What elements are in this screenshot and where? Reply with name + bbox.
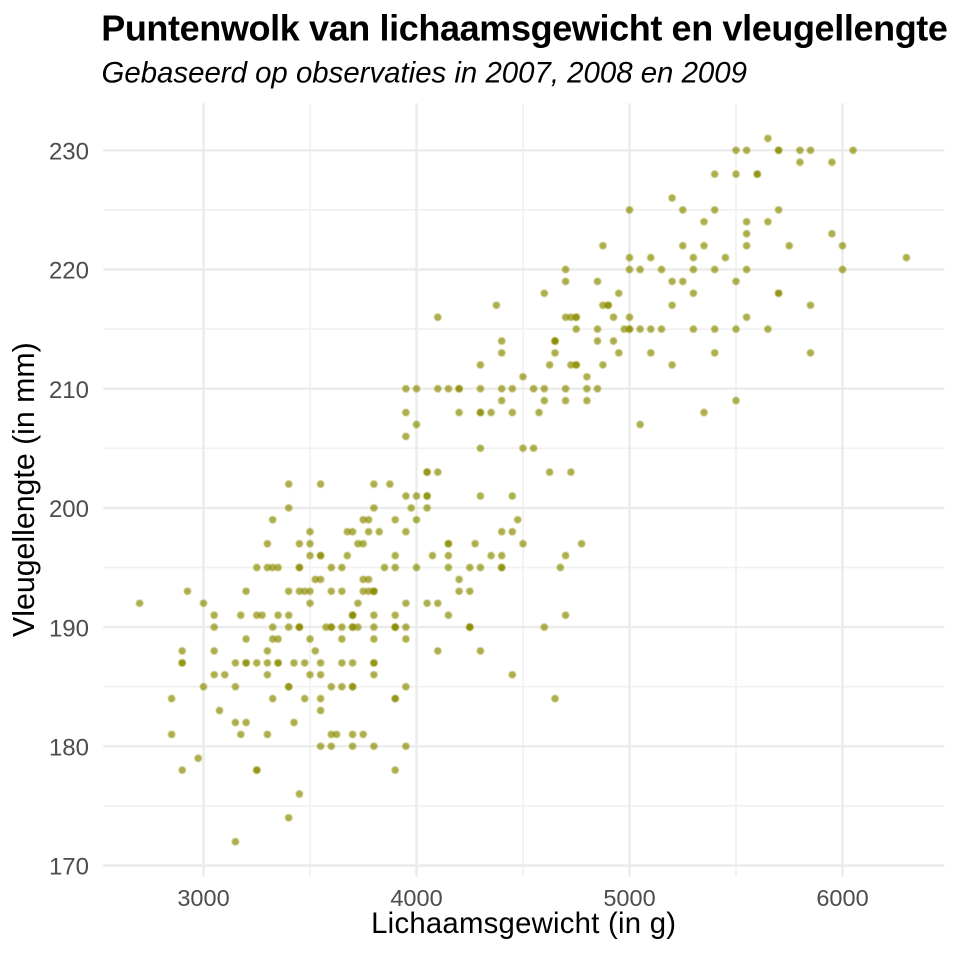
svg-text:4000: 4000 — [390, 885, 442, 911]
svg-text:Lichaamsgewicht (in g): Lichaamsgewicht (in g) — [371, 907, 676, 940]
svg-text:6000: 6000 — [816, 885, 868, 911]
svg-text:Vleugellengte (in mm): Vleugellengte (in mm) — [8, 342, 41, 637]
svg-text:Puntenwolk van lichaamsgewicht: Puntenwolk van lichaamsgewicht en vleuge… — [101, 8, 947, 49]
svg-text:3000: 3000 — [177, 885, 229, 911]
svg-text:170: 170 — [49, 854, 89, 881]
svg-text:230: 230 — [49, 139, 89, 166]
svg-text:210: 210 — [49, 377, 89, 404]
svg-text:190: 190 — [49, 615, 89, 642]
svg-text:180: 180 — [49, 735, 89, 762]
svg-text:Gebaseerd op observaties in 20: Gebaseerd op observaties in 2007, 2008 e… — [102, 57, 747, 90]
svg-text:220: 220 — [49, 258, 89, 285]
svg-text:200: 200 — [49, 496, 89, 523]
svg-text:5000: 5000 — [603, 885, 655, 911]
